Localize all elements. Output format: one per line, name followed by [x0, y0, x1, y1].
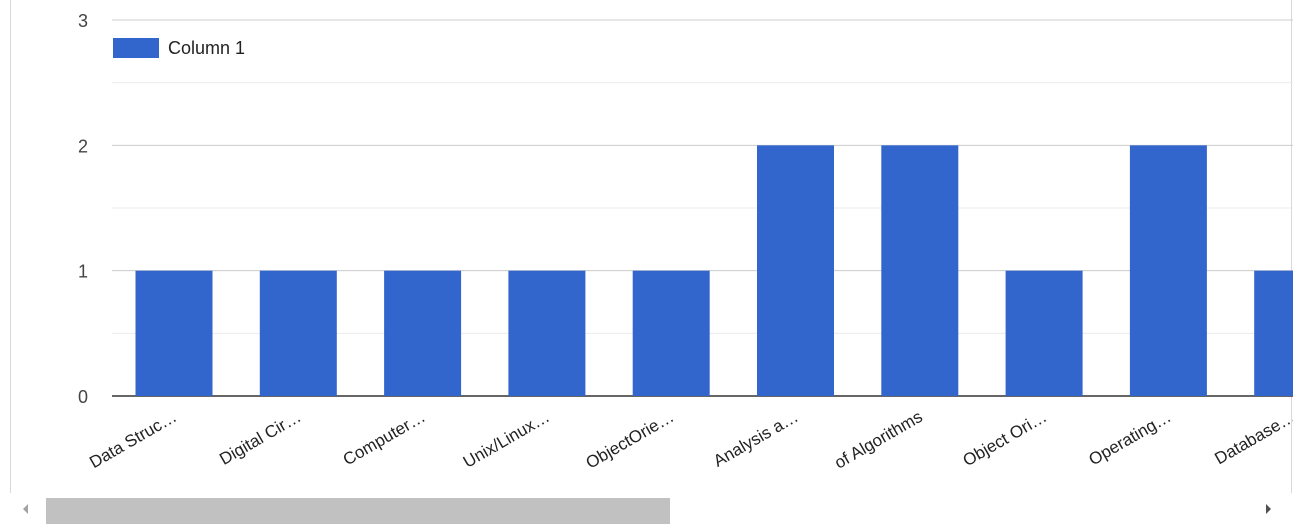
- legend-swatch: [113, 38, 159, 58]
- bar[interactable]: [259, 270, 337, 396]
- x-tick-label: Object Ori…: [960, 407, 1051, 470]
- y-axis: 0 1 2 3: [78, 11, 88, 407]
- scroll-thumb[interactable]: [46, 498, 670, 524]
- bar[interactable]: [1129, 145, 1207, 396]
- scroll-track[interactable]: [46, 498, 1256, 524]
- y-tick-label: 2: [78, 136, 88, 156]
- y-tick-label: 1: [78, 262, 88, 282]
- x-tick-label: ObjectOrie…: [583, 407, 678, 473]
- x-tick-label: of Algorithms: [831, 407, 926, 473]
- x-tick-label: Analysis a…: [710, 407, 801, 471]
- x-tick-label: Computer…: [340, 407, 429, 469]
- x-tick-label: Digital Cir…: [216, 407, 304, 469]
- x-tick-label: Database…: [1211, 407, 1293, 468]
- horizontal-scrollbar[interactable]: [10, 493, 1292, 528]
- bar[interactable]: [1005, 270, 1083, 396]
- bar-series: [135, 145, 1293, 396]
- bar-chart: 0 1 2 3 Data Struc… Digital Cir… Computer… Uni…: [78, 11, 1293, 473]
- bar[interactable]: [135, 270, 213, 396]
- scroll-left-icon[interactable]: [23, 504, 28, 514]
- bar[interactable]: [757, 145, 834, 396]
- x-tick-label: Operating…: [1086, 407, 1175, 469]
- x-tick-label: Data Struc…: [86, 407, 180, 472]
- bar[interactable]: [881, 145, 959, 396]
- y-tick-label: 0: [78, 387, 88, 407]
- bar[interactable]: [384, 270, 462, 396]
- legend-label: Column 1: [168, 38, 245, 58]
- bar[interactable]: [1254, 270, 1293, 396]
- y-tick-label: 3: [78, 11, 88, 31]
- legend: Column 1: [113, 38, 245, 58]
- x-tick-label: Unix/Linux…: [460, 407, 553, 472]
- bar[interactable]: [632, 270, 710, 396]
- x-axis: Data Struc… Digital Cir… Computer… Unix/Lin…: [86, 407, 1293, 473]
- scroll-right-icon[interactable]: [1266, 504, 1271, 514]
- bar[interactable]: [508, 270, 586, 396]
